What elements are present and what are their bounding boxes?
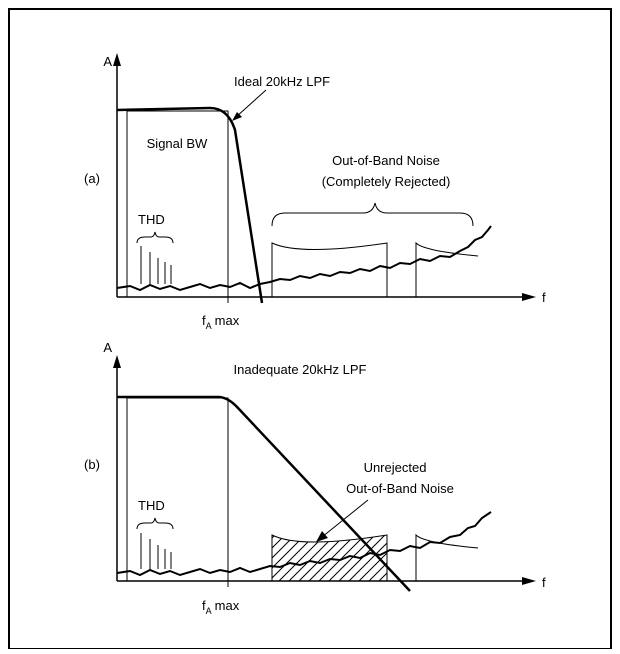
panel-b-thd-harmonics	[140, 533, 172, 569]
panel-a-signal-bw-box	[126, 110, 229, 298]
panel-a-noise-floor	[116, 225, 492, 292]
panel-a-y-axis-label: A	[103, 54, 112, 69]
panel-a-thd-brace	[136, 231, 174, 244]
panel-a-thd-harmonics	[140, 246, 172, 284]
panel-a-lpf-pointer	[235, 89, 267, 118]
panel-b-inadequate-lpf-label: Inadequate 20kHz LPF	[234, 362, 367, 377]
panel-b-signal-bw-box	[126, 397, 229, 582]
panel-a-noise-label-line1: Out-of-Band Noise	[332, 153, 440, 168]
panel-a: A f (a) Signal BW fA max THD Ideal 20kHz …	[84, 53, 546, 331]
panel-b-thd-label: THD	[138, 498, 165, 513]
panel-b-x-axis-label: f	[542, 575, 546, 590]
panel-b-noise-band-2	[415, 533, 479, 581]
panel-a-ideal-lpf-label: Ideal 20kHz LPF	[234, 74, 330, 89]
panel-b-y-axis-label: A	[103, 340, 112, 355]
panel-b-noise-pointer-head	[316, 531, 328, 542]
panel-a-y-arrow	[113, 53, 121, 66]
panel-a-noise-band-2	[415, 241, 479, 297]
panel-b-y-arrow	[113, 355, 121, 368]
panel-b-x-arrow	[522, 577, 536, 585]
panel-b: A f (b) fA max THD Inadequate 20kHz LPF U…	[84, 340, 546, 616]
panel-b-label: (b)	[84, 457, 100, 472]
panel-a-thd-label: THD	[138, 212, 165, 227]
panel-a-noise-band-1	[271, 242, 388, 297]
panel-a-x-arrow	[522, 293, 536, 301]
panel-b-noise-floor	[116, 511, 492, 577]
panel-a-lpf-pointer-head	[232, 112, 242, 121]
panel-b-inadequate-lpf-curve	[117, 395, 411, 592]
panel-a-label: (a)	[84, 171, 100, 186]
panel-a-noise-label-line2: (Completely Rejected)	[322, 174, 451, 189]
panel-b-fa-max-label: fA max	[202, 598, 240, 616]
panel-b-noise-pointer	[321, 499, 369, 538]
panel-b-unrejected-noise-region	[271, 534, 388, 582]
panel-a-x-axis-label: f	[542, 290, 546, 305]
panel-b-thd-brace	[136, 517, 174, 530]
panel-a-out-of-band-brace	[271, 202, 474, 227]
panel-a-fa-max-label: fA max	[202, 313, 240, 331]
panel-b-noise-label-line1: Unrejected	[364, 460, 427, 475]
panel-a-signal-bw-label: Signal BW	[147, 136, 208, 151]
panel-b-noise-label-line2: Out-of-Band Noise	[346, 481, 454, 496]
panel-a-ideal-lpf-curve	[116, 106, 264, 304]
